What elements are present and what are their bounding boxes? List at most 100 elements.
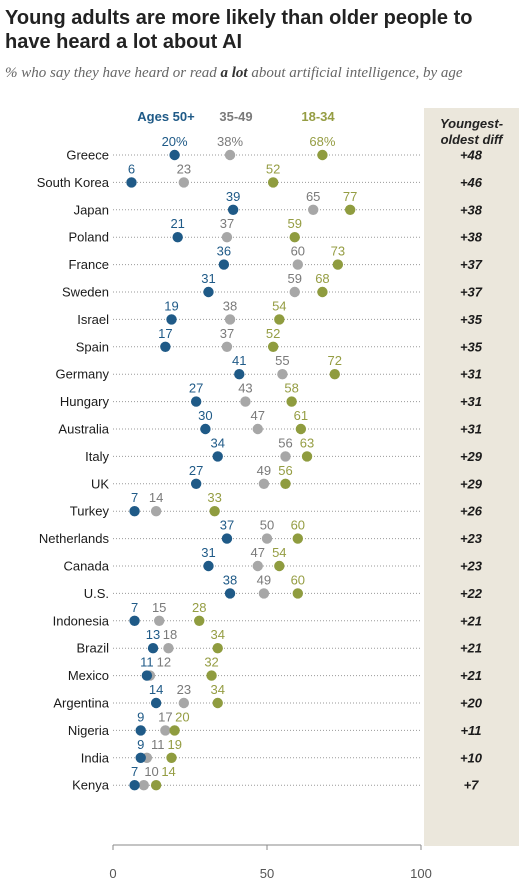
dot-ages-35-49 (160, 725, 171, 736)
dot-ages-35-49 (252, 560, 263, 572)
value-label-ages-35-49: 23 (177, 161, 191, 176)
value-label-ages-18-34: 54 (272, 298, 286, 313)
value-label-ages-50plus: 31 (201, 271, 215, 286)
value-label-ages-50plus: 7 (131, 490, 138, 505)
dot-ages-18-34 (169, 725, 180, 736)
diff-value: +37 (460, 257, 483, 272)
value-label-ages-35-49: 60 (291, 244, 305, 259)
diff-panel: Youngest-oldest diff (424, 108, 519, 846)
country-label: Japan (74, 202, 109, 217)
country-label: Australia (58, 422, 109, 437)
value-label-ages-50plus: 34 (210, 435, 224, 450)
dot-ages-50plus (135, 725, 146, 736)
value-label-ages-35-49: 65 (306, 189, 320, 204)
dot-ages-18-34 (317, 286, 328, 298)
dot-ages-18-34 (280, 478, 291, 489)
value-label-ages-18-34: 73 (331, 244, 345, 259)
dot-ages-50plus (203, 560, 214, 572)
dot-ages-50plus (218, 259, 230, 270)
dot-ages-50plus (203, 286, 214, 298)
dot-ages-35-49 (289, 286, 300, 298)
dot-ages-35-49 (221, 232, 233, 243)
diff-value: +35 (460, 339, 483, 354)
value-label-ages-18-34: 14 (161, 764, 175, 779)
dot-ages-18-34 (332, 259, 344, 270)
value-label-ages-35-49: 47 (251, 545, 265, 560)
diff-value: +29 (460, 476, 483, 491)
value-label-ages-18-34: 20 (175, 709, 189, 724)
dot-ages-35-49 (154, 615, 165, 626)
dot-ages-50plus (129, 780, 140, 791)
country-label: Turkey (70, 504, 110, 519)
value-label-ages-18-34: 61 (294, 408, 308, 423)
chart-subtitle: % who say they have heard or read a lot … (5, 64, 515, 83)
dot-ages-50plus (126, 177, 137, 188)
dot-ages-18-34 (274, 560, 285, 572)
diff-value: +38 (460, 230, 483, 245)
diff-value: +7 (464, 778, 480, 793)
dot-ages-50plus (234, 369, 245, 380)
value-label-ages-50plus: 11 (140, 655, 154, 670)
value-label-ages-50plus: 14 (149, 682, 163, 697)
dot-ages-18-34 (301, 451, 313, 462)
country-label: Nigeria (68, 723, 110, 738)
country-label: Italy (85, 449, 109, 464)
dot-ages-50plus (227, 204, 239, 215)
value-label-ages-35-49: 43 (238, 381, 252, 396)
value-label-ages-35-49: 14 (149, 490, 163, 505)
value-label-ages-50plus: 6 (128, 161, 135, 176)
legend-ages-50plus: Ages 50+ (137, 109, 195, 124)
page-title: Young adults are more likely than older … (5, 7, 473, 53)
dot-ages-35-49 (224, 314, 236, 325)
value-label-ages-35-49: 12 (157, 655, 171, 670)
value-label-ages-35-49: 50 (260, 518, 274, 533)
value-label-ages-18-34: 54 (272, 545, 286, 560)
value-label-ages-35-49: 49 (257, 463, 271, 478)
diff-value: +48 (460, 148, 483, 163)
country-label: Sweden (62, 285, 109, 300)
diff-value: +21 (460, 613, 482, 628)
dot-ages-50plus (135, 752, 146, 763)
diff-value: +11 (460, 723, 481, 738)
value-label-ages-50plus: 39 (226, 189, 240, 204)
subtitle-text-before: % who say they have heard or read (5, 65, 221, 81)
dot-ages-50plus (172, 232, 183, 243)
country-label: Germany (56, 367, 110, 382)
dot-ages-35-49 (178, 177, 190, 188)
value-label-ages-50plus: 13 (146, 627, 160, 642)
dot-ages-50plus (224, 588, 236, 599)
dot-ages-18-34 (212, 697, 223, 709)
country-label: UK (91, 476, 109, 491)
value-label-ages-50plus: 9 (137, 709, 144, 724)
value-label-ages-18-34: 33 (207, 490, 221, 505)
value-label-ages-18-34: 52 (266, 326, 280, 341)
value-label-ages-18-34: 77 (343, 189, 357, 204)
dot-ages-50plus (221, 533, 233, 544)
dot-ages-50plus (190, 478, 202, 489)
country-label: Hungary (60, 394, 110, 409)
dot-ages-50plus (166, 314, 177, 325)
dot-ages-18-34 (206, 670, 217, 681)
diff-value: +23 (460, 559, 483, 574)
legend-ages-35-49: 35-49 (219, 109, 252, 124)
diff-value: +29 (460, 449, 483, 464)
subtitle-text-after: about artificial intelligence, by age (247, 65, 463, 81)
value-label-ages-50plus: 30 (198, 408, 212, 423)
country-label: Israel (77, 312, 109, 327)
dot-ages-18-34 (329, 369, 340, 380)
dot-ages-18-34 (286, 396, 297, 407)
dot-ages-18-34 (274, 314, 285, 325)
dot-ages-35-49 (240, 396, 251, 407)
diff-value: +37 (460, 285, 483, 300)
dot-ages-50plus (212, 451, 223, 462)
value-label-ages-18-34: 60 (291, 518, 305, 533)
country-label: U.S. (84, 586, 109, 601)
dot-ages-18-34 (166, 752, 177, 763)
country-label: France (69, 257, 109, 272)
dot-ages-35-49 (221, 341, 233, 352)
dot-ages-18-34 (209, 506, 220, 517)
diff-value: +21 (460, 641, 482, 656)
value-label-ages-18-34: 56 (278, 463, 292, 478)
value-label-ages-35-49: 38% (217, 134, 243, 149)
